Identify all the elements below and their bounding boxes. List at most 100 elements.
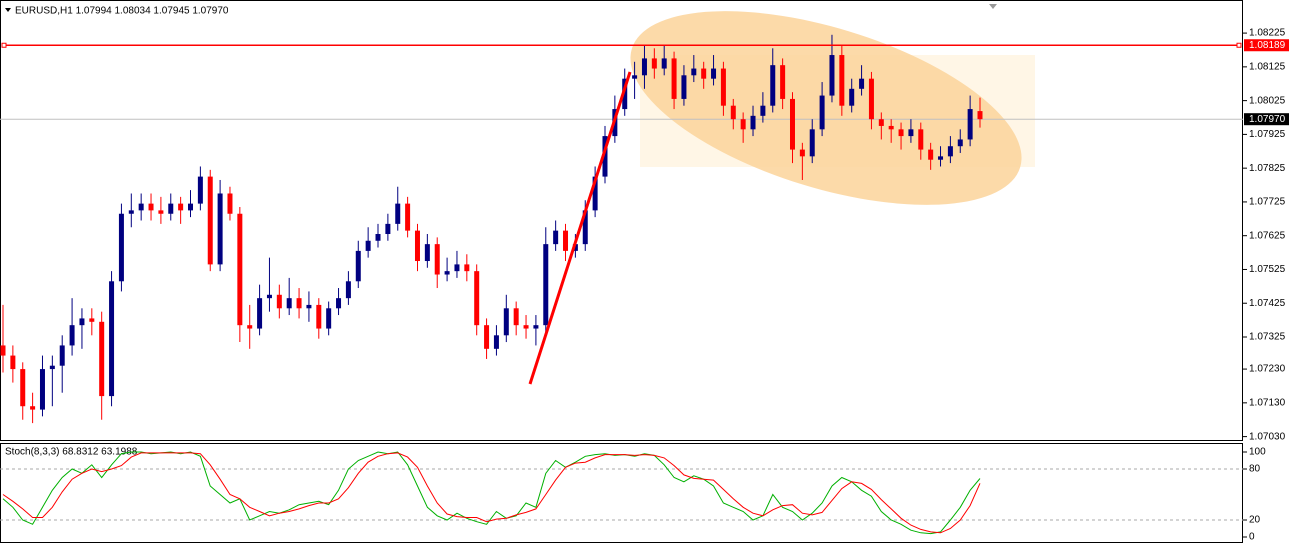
candle-body [632,75,638,79]
trend-line [528,71,632,385]
candle-body [908,129,914,137]
candle-body [237,213,243,326]
candle-body [503,308,509,336]
y-tick-label: 1.07030 [1249,431,1286,442]
candle-body [602,136,608,177]
candle-body [49,365,55,370]
candle-body [227,193,233,214]
y-tick-label: 1.07625 [1249,230,1286,241]
candle-body [809,129,815,157]
candle-body [286,298,292,309]
y-tick-label: 1.08225 [1249,28,1286,39]
candle-body [750,115,756,130]
candle-body [938,156,944,160]
candle-body [868,78,874,120]
candle-body [188,203,194,211]
candle-body [789,98,795,150]
candle-body [454,264,460,272]
candle-body [247,325,253,329]
candle-body [10,355,16,370]
candle-body [464,264,470,272]
candle-body [345,281,351,299]
candle-body [523,325,529,329]
candle-body [849,88,855,106]
candle-body [928,149,934,160]
current-price-tag [1244,113,1289,126]
candle-body [582,210,588,245]
candle-body [59,345,65,366]
candle-body [770,65,776,106]
candle-body [572,244,578,251]
stoch-line [2,452,981,534]
candle-body [207,176,213,265]
y-tick-label: 100 [1249,447,1266,458]
candle-body [257,298,263,329]
highlight-ellipse [630,11,1022,205]
candle-body [385,223,391,235]
candle-body [0,345,6,356]
candle-body [513,308,519,326]
candle-body [375,234,381,241]
candle-body [533,325,539,329]
candle-body [266,294,272,299]
candle-body [89,318,95,322]
candle-body [138,203,144,211]
candle-body [543,244,549,326]
y-tick-label: 1.07525 [1249,264,1286,275]
shift-marker [989,4,997,9]
y-tick-label: 1.07925 [1249,129,1286,140]
candle-body [730,105,736,120]
candle-body [493,335,499,349]
candle-body [839,55,845,106]
candle-body [484,325,490,349]
stoch-title: Stoch(8,3,3) 68.8312 63.1988 [5,447,138,458]
candle-body [711,68,717,79]
candle-body [168,203,174,214]
candle-body [336,298,342,309]
candle-body [651,58,657,69]
candle-body [622,78,628,110]
candle-body [681,75,687,99]
candle-body [128,210,134,214]
y-tick-label: 20 [1249,515,1261,526]
y-tick-label: 1.07425 [1249,298,1286,309]
y-tick-label: 80 [1249,464,1261,475]
candle-body [148,203,154,211]
candle-body [197,176,203,204]
candle-body [444,271,450,275]
price-line-label: 1.08189 [1249,40,1286,51]
y-tick-label: 1.07130 [1249,397,1286,408]
candle-body [30,406,36,410]
candle-body [780,65,786,99]
candle-body [553,230,559,245]
candle-body [69,325,75,346]
candle-body [109,281,115,397]
stoch-panel [0,443,1243,543]
candle-body [39,369,45,410]
main-panel [0,0,1243,441]
price-line-handle [1236,42,1242,48]
candle-body [819,95,825,130]
price-line-tag [1244,39,1289,52]
candle-body [740,119,746,130]
candle-body [859,78,865,89]
candle-body [967,109,973,140]
candle-body [592,176,598,211]
candle-body [701,68,707,79]
candle-body [405,203,411,231]
candle-body [918,129,924,150]
y-tick-label: 1.07325 [1249,332,1286,343]
candle-body [641,58,647,76]
candle-body [671,58,677,99]
candle-body [296,298,302,309]
candle-body [217,193,223,265]
candle-body [414,230,420,262]
candle-body [355,250,361,282]
chart-title: EURUSD,H1 1.07994 1.08034 1.07945 1.0797… [15,6,229,17]
candle-body [178,203,184,211]
candle-body [118,213,124,282]
candle-body [316,304,322,329]
candle-body [474,271,480,326]
